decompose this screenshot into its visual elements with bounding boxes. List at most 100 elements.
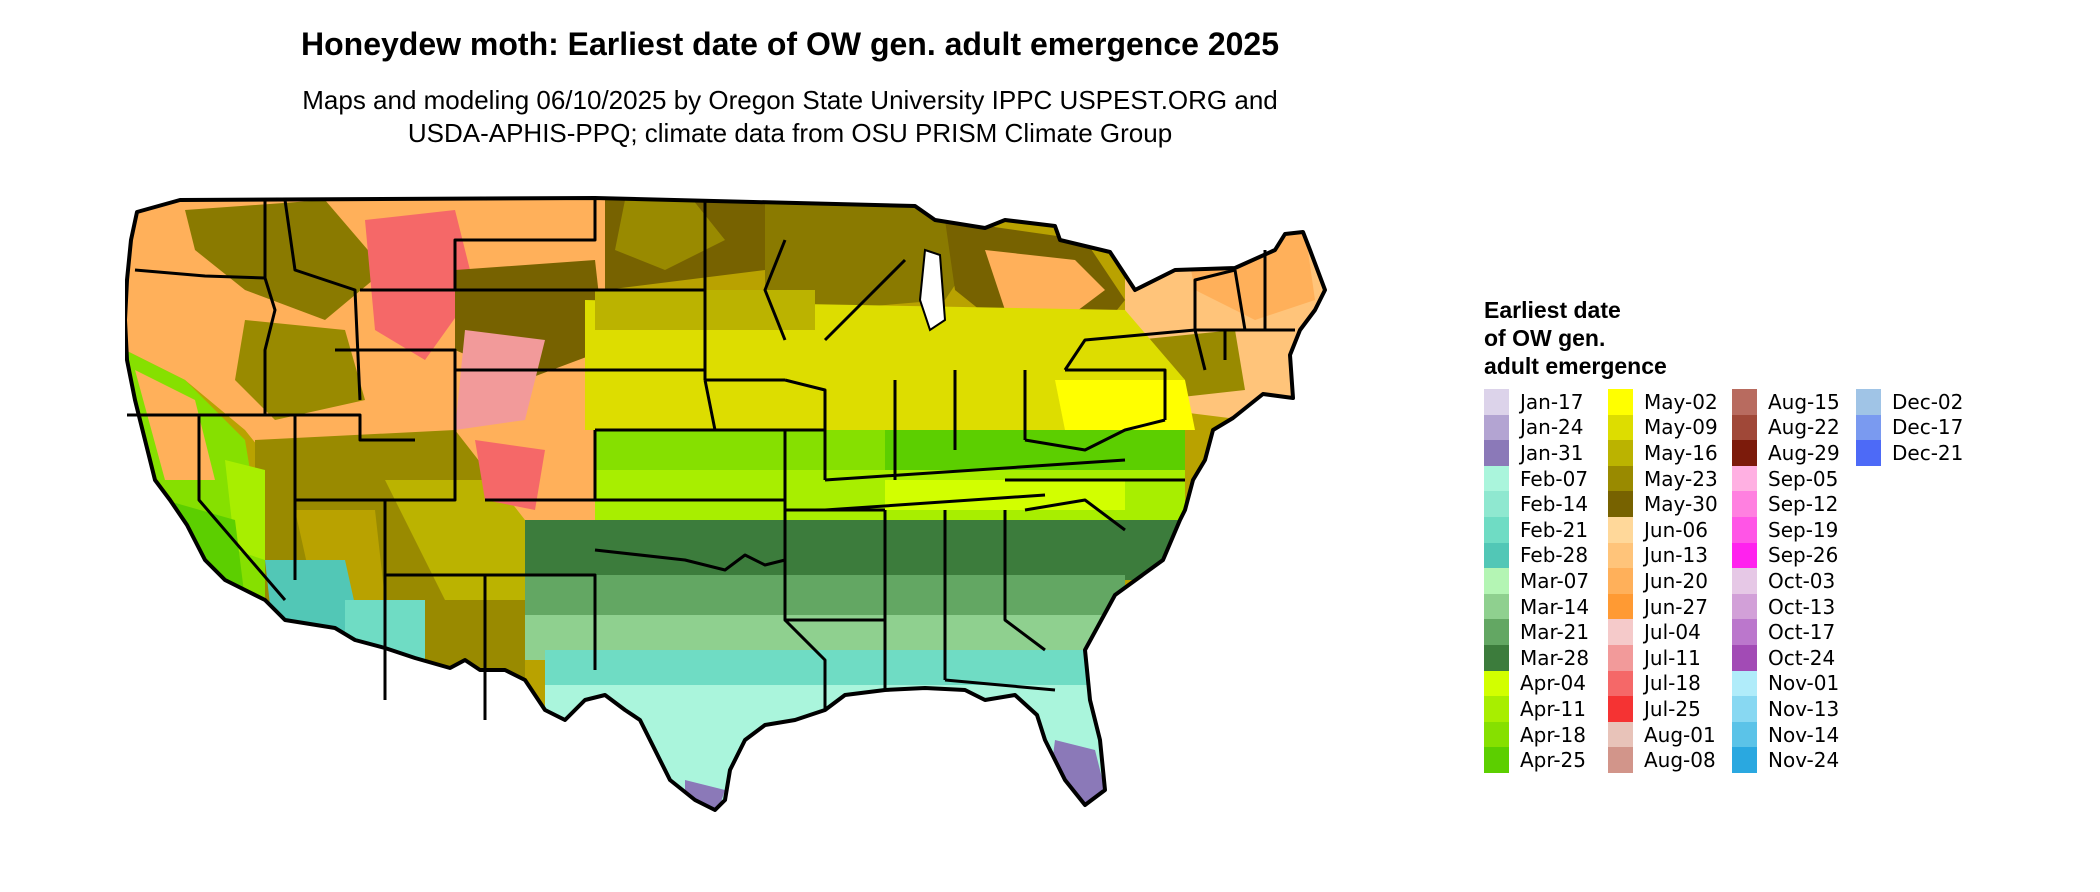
subtitle-line-1: Maps and modeling 06/10/2025 by Oregon S… [302,85,1278,115]
legend-label: Feb-07 [1520,466,1589,491]
legend-item: Dec-17 [1856,414,1964,441]
legend-item: May-30 [1608,491,1718,517]
legend-swatch [1484,542,1509,569]
legend-item: Jan-31 [1484,440,1584,466]
legend-label: Dec-02 [1892,389,1964,414]
legend-swatch [1608,389,1633,415]
legend-label: Aug-01 [1644,722,1716,747]
legend-item: Jan-24 [1484,414,1584,441]
legend-label: May-02 [1644,389,1718,414]
legend-item: Nov-13 [1732,696,1839,722]
legend-swatch [1732,670,1757,697]
legend-title-line-1: Earliest date [1484,297,1621,323]
legend-label: Aug-15 [1768,389,1840,414]
legend-swatch [1732,465,1757,492]
legend-swatch [1484,414,1509,441]
legend-label: Jul-11 [1644,645,1701,670]
legend-item: Dec-21 [1856,440,1963,466]
legend-label: Nov-13 [1768,696,1840,721]
legend-item: Jul-25 [1608,696,1701,722]
legend-item: Mar-14 [1484,593,1590,620]
legend-label: May-16 [1644,440,1718,465]
legend-label: Sep-12 [1768,492,1839,517]
legend-item: Mar-28 [1484,645,1589,671]
legend-title-line-3: adult emergence [1484,353,1667,379]
legend-label: Jun-27 [1644,594,1708,619]
legend-item: Jan-17 [1484,389,1584,415]
legend-swatch [1732,721,1757,748]
legend-label: Oct-17 [1768,620,1836,645]
legend-label: Jul-25 [1644,696,1701,721]
legend-label: Dec-17 [1892,415,1964,440]
legend-label: May-23 [1644,466,1718,491]
legend-swatch [1732,414,1757,441]
legend-label: Oct-24 [1768,645,1836,670]
legend-item: Jul-11 [1608,645,1701,671]
legend-item: Mar-07 [1484,568,1589,594]
legend-swatch [1856,414,1881,441]
legend-swatch [1732,389,1757,415]
legend-item: Nov-24 [1732,747,1839,773]
legend-item: Feb-28 [1484,542,1589,569]
legend-label: Dec-21 [1892,440,1964,465]
legend-item: Jun-20 [1608,568,1708,594]
legend-item: Sep-12 [1732,491,1838,517]
legend-swatch [1484,645,1509,671]
legend-item: Apr-25 [1484,747,1586,773]
legend-item: Apr-11 [1484,696,1586,722]
legend-swatch [1608,645,1633,671]
legend-label: Jan-17 [1520,389,1584,414]
legend-swatch [1732,619,1757,645]
legend-item: Nov-01 [1732,670,1840,697]
legend-item: Mar-21 [1484,619,1589,645]
legend-swatch [1484,568,1509,594]
legend-swatch [1732,568,1757,594]
map-title: Honeydew moth: Earliest date of OW gen. … [300,26,1279,62]
legend-item: Feb-07 [1484,465,1589,492]
legend-title-line-2: of OW gen. [1484,325,1606,351]
legend-label: Apr-11 [1520,696,1586,721]
legend-label: Jun-13 [1644,543,1708,568]
legend-title: Earliest date of OW gen. adult emergence [1484,296,1667,380]
legend-item: Oct-13 [1732,593,1835,620]
legend-swatch [1732,747,1757,773]
legend-item: Aug-22 [1732,414,1840,441]
legend-item: Nov-14 [1732,721,1840,748]
legend-label: Nov-01 [1768,671,1840,696]
legend-label: Aug-29 [1768,440,1840,465]
legend-swatch [1608,593,1633,620]
legend-swatch [1484,593,1509,620]
legend-label: Nov-24 [1768,748,1840,773]
legend-swatch [1608,721,1633,748]
legend-swatch [1484,670,1509,697]
legend-swatch [1608,517,1633,543]
legend-label: Mar-28 [1520,645,1590,670]
legend-item: Dec-02 [1856,389,1963,415]
legend-label: Feb-28 [1520,543,1589,568]
legend-label: Nov-14 [1768,722,1840,747]
legend-swatch [1732,491,1757,517]
legend-label: Jul-04 [1644,620,1701,645]
legend-item: Oct-24 [1732,645,1835,671]
legend-swatch [1608,747,1633,773]
legend-item: Jun-06 [1608,517,1708,543]
legend-item: Sep-26 [1732,542,1838,569]
legend-label: Mar-14 [1520,594,1590,619]
legend-label: Mar-21 [1520,620,1590,645]
legend-swatch [1608,440,1633,466]
legend-item: Aug-29 [1732,440,1840,466]
legend-item: Jul-04 [1608,619,1701,645]
legend-swatch [1608,696,1633,722]
subtitle-line-2: USDA-APHIS-PPQ; climate data from OSU PR… [407,118,1173,148]
legend-label: Aug-22 [1768,415,1840,440]
legend-label: Feb-21 [1520,517,1589,542]
legend-swatch [1856,389,1881,415]
legend-label: Jun-20 [1644,568,1708,593]
legend-item: Feb-14 [1484,491,1588,517]
legend-item: Oct-17 [1732,619,1835,645]
legend-label: Sep-05 [1768,466,1839,491]
legend-label: Oct-03 [1768,568,1836,593]
legend-swatch [1608,465,1633,492]
legend-label: Jan-24 [1520,415,1584,440]
legend-item: Sep-05 [1732,465,1839,492]
